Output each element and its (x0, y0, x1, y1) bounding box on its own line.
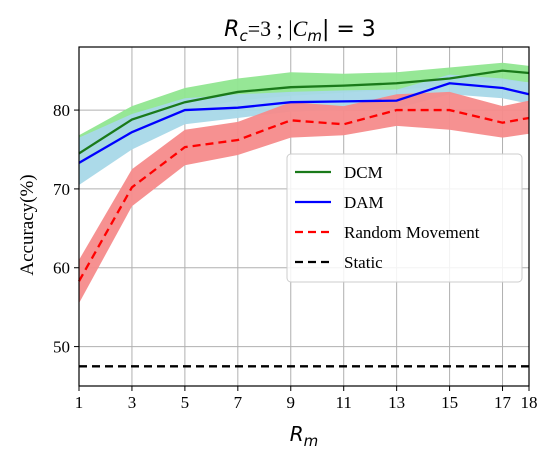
y-tick-label: 60 (53, 259, 70, 278)
legend-label-dcm: DCM (344, 163, 383, 182)
x-tick-label: 18 (521, 393, 538, 412)
legend-box (286, 153, 523, 283)
legend: DCM DAM Random Movement Static (286, 153, 523, 283)
confidence-bands (79, 62, 529, 304)
band-random-movement (79, 91, 529, 304)
x-tick-label: 7 (234, 393, 243, 412)
x-tick-label: 15 (441, 393, 458, 412)
y-tick-label: 80 (53, 101, 70, 120)
series-line-dcm (78, 69, 530, 155)
x-tick-label: 1 (75, 393, 84, 412)
legend-label-random-movement: Random Movement (344, 223, 480, 242)
chart-title: Rc=3 ; |Cm| = 3 (224, 16, 376, 45)
series-line-dam (78, 82, 530, 164)
y-tick-label: 50 (53, 338, 70, 357)
legend-label-dam: DAM (344, 193, 384, 212)
legend-label-static: Static (344, 253, 383, 272)
x-axis-label: Rm (290, 422, 319, 450)
plot-frame (78, 46, 530, 387)
x-tick-label: 13 (388, 393, 405, 412)
series-lines (77, 69, 530, 368)
band-dcm (79, 62, 529, 166)
y-tick-label: 70 (53, 180, 70, 199)
series-line-random-movement (77, 108, 530, 282)
x-tick-label: 9 (287, 393, 296, 412)
x-tick-label: 17 (494, 393, 512, 412)
x-tick-label: 3 (128, 393, 137, 412)
x-tick-label: 11 (336, 393, 352, 412)
y-axis-label: Accuracy(%) (17, 174, 38, 275)
x-tick-label: 5 (181, 393, 190, 412)
